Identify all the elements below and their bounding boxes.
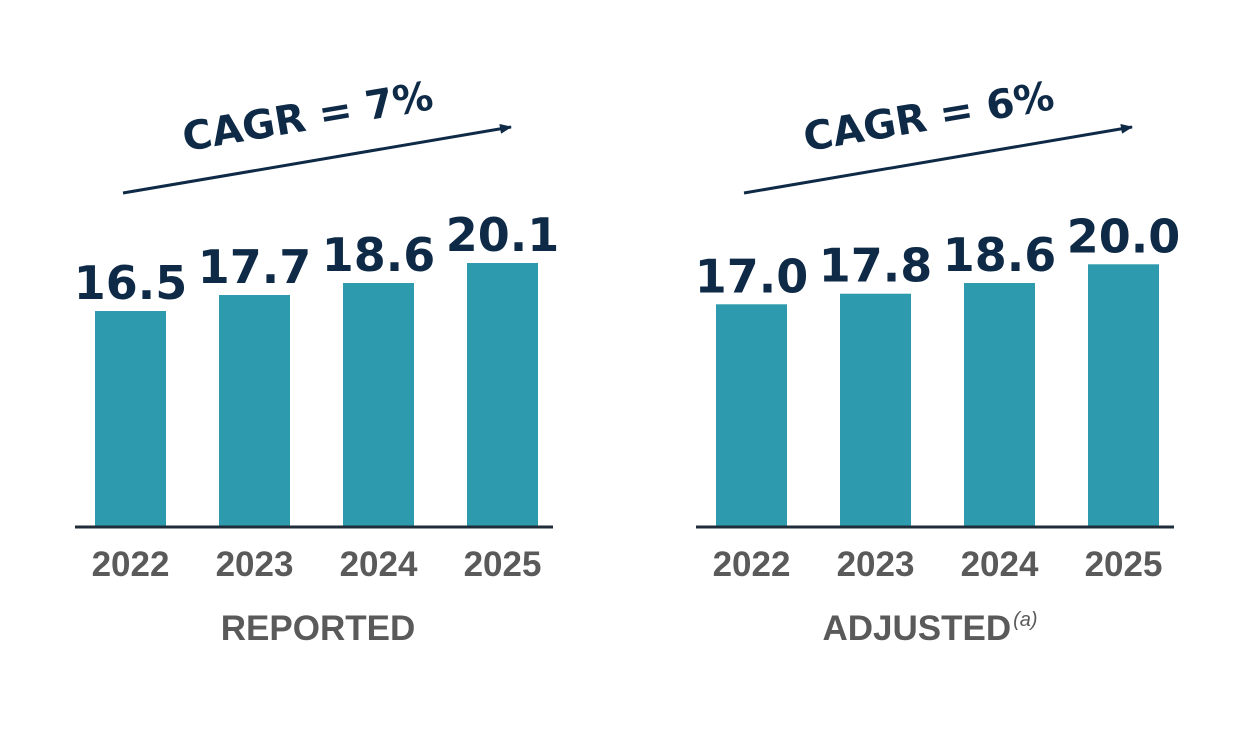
bar-2025 [467,263,538,526]
x-tick-label: 2022 [92,545,170,584]
group-label: ADJUSTED (a) [822,609,1037,648]
cagr-label: CAGR = 6% [800,73,1057,161]
value-label: 17.7 [198,240,312,294]
value-label: 18.6 [322,228,436,282]
bar-2022 [95,311,166,526]
group-label-text: ADJUSTED [822,609,1011,648]
cagr-arrow [122,123,512,195]
footnote-superscript: (a) [1013,609,1037,631]
x-tick-label: 2025 [464,545,542,584]
value-label: 18.6 [943,228,1057,282]
x-tick-label: 2023 [216,545,294,584]
bar-2024 [964,283,1035,526]
bar-2024 [343,283,414,526]
value-label: 16.5 [74,256,188,310]
value-label: 17.8 [819,239,933,293]
value-label: 17.0 [695,249,809,303]
x-tick-label: 2022 [713,545,791,584]
value-label: 20.1 [446,208,560,262]
x-tick-label: 2024 [961,545,1039,584]
bar-2023 [840,293,911,526]
bar-2022 [716,304,787,526]
cagr-label: CAGR = 7% [179,73,436,161]
group-label-text: REPORTED [221,609,415,648]
x-tick-label: 2023 [837,545,915,584]
chart-panel-reported: 16.5 2022 17.7 2023 18.6 2024 20.1 2025 REPORTED… [74,73,560,648]
bar-2023 [219,295,290,526]
group-label: REPORTED [221,609,415,648]
chart-panel-adjusted: 17.0 2022 17.8 2023 18.6 2024 20.0 2025 ADJUSTED… [695,73,1181,648]
cagr-arrow [743,123,1133,195]
x-tick-label: 2024 [340,545,418,584]
x-tick-label: 2025 [1085,545,1163,584]
value-label: 20.0 [1067,209,1181,263]
bar-2025 [1088,264,1159,526]
